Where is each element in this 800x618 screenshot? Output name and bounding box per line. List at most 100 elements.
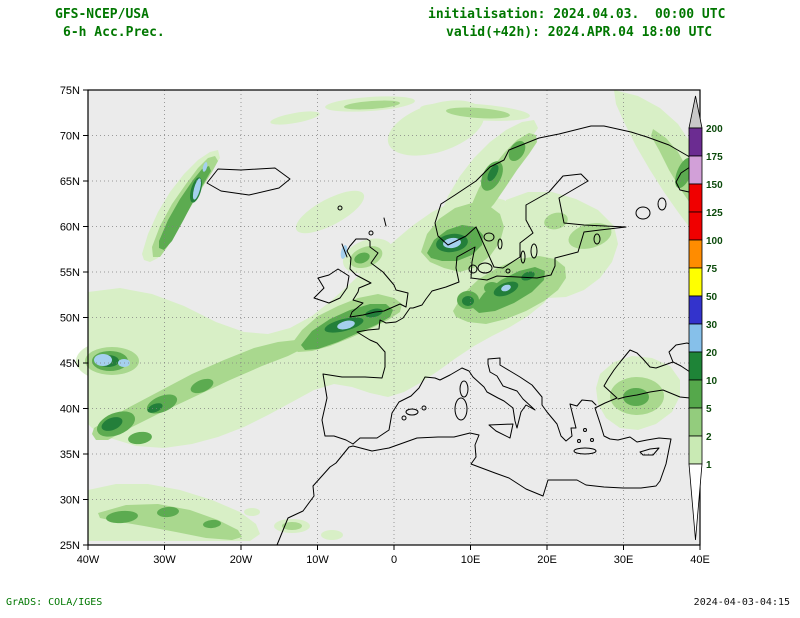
island-sicily (488, 423, 514, 439)
lon-tick-label: 20E (537, 554, 557, 566)
product-title: 6-h Acc.Prec. (63, 25, 165, 40)
precip-region (101, 417, 123, 431)
colorbar-label: 20 (706, 348, 718, 359)
precip-region (244, 508, 260, 516)
coastline-britain (346, 238, 409, 318)
aegean-island (577, 439, 581, 443)
lon-tick-label: 10W (306, 554, 329, 566)
colorbar-label: 150 (706, 180, 723, 191)
colorbar-label: 125 (706, 208, 723, 219)
precip-field (76, 90, 700, 541)
lon-tick-label: 20W (230, 554, 253, 566)
lon-tick-label: 40W (77, 554, 100, 566)
precip-region (282, 522, 302, 530)
lat-tick-label: 60N (60, 222, 80, 234)
coastline-africa-levant (276, 349, 701, 546)
island-shetland (383, 217, 387, 227)
creation-timestamp: 2024-04-03-04:15 (693, 597, 790, 608)
lon-tick-label: 0 (391, 554, 397, 566)
colorbar-segment (688, 155, 703, 185)
island-crete (573, 447, 597, 455)
axis-labels: 75N 70N 65N 60N 55N 50N 45N 40N 35N 30N 25N 40W 30W 2… (60, 85, 710, 566)
colorbar-label: 50 (706, 292, 718, 303)
precip-region (487, 164, 499, 182)
lon-tick-label: 40E (690, 554, 710, 566)
lat-tick-label: 30N (60, 495, 80, 507)
colorbar-label: 2 (706, 432, 712, 443)
lake-vattern (497, 238, 503, 250)
precip-region (106, 510, 138, 524)
lake-vanern (483, 232, 495, 242)
lake-peipus (593, 233, 601, 245)
colorbar-segment (688, 351, 703, 381)
island-menorca (421, 405, 427, 411)
colorbar-label: 200 (706, 124, 723, 135)
aegean-island (583, 428, 587, 432)
lat-tick-label: 70N (60, 131, 80, 143)
init-time-label: initialisation: 2024.04.03. 00:00 UTC (428, 7, 726, 22)
coastline-iceland (206, 167, 291, 196)
island-oland (520, 250, 526, 264)
aegean-island (590, 438, 594, 442)
island-gotland (530, 243, 538, 259)
colorbar-segment (688, 239, 703, 269)
precip-region (295, 190, 365, 234)
lon-tick-label: 10E (461, 554, 481, 566)
colorbar: 200 175 150 125 100 75 50 30 20 10 5 2 1 (688, 95, 723, 541)
colorbar-segment (688, 435, 703, 465)
lat-tick-label: 65N (60, 176, 80, 188)
precip-region (521, 271, 535, 281)
island-orkney (368, 230, 374, 236)
colorbar-segment (688, 379, 703, 409)
precip-region (614, 90, 700, 240)
precip-region (344, 100, 400, 110)
precip-region (190, 378, 214, 394)
precip-region (501, 284, 511, 292)
coastlines (206, 125, 701, 546)
island-corsica (459, 380, 469, 398)
lat-tick-label: 50N (60, 313, 80, 325)
precip-region (446, 107, 510, 119)
lat-tick-label: 75N (60, 85, 80, 97)
colorbar-segment (688, 183, 703, 213)
grads-credit: GrADS: COLA/IGES (6, 597, 103, 608)
lat-tick-label: 45N (60, 358, 80, 370)
colorbar-segment (688, 267, 703, 297)
lon-tick-label: 30E (614, 554, 634, 566)
precip-region (675, 157, 693, 189)
coastline-mediterranean-north (352, 367, 463, 445)
precip-region (365, 308, 383, 318)
lat-tick-label: 25N (60, 540, 80, 552)
coastline-italy-balkans-greece (461, 357, 597, 442)
precip-region (270, 111, 320, 125)
colorbar-segment (688, 211, 703, 241)
colorbar-segment (688, 127, 703, 157)
coastline-iberia-france-scandinavia (321, 125, 701, 445)
island-bornholm (505, 268, 511, 274)
colorbar-label: 5 (706, 404, 712, 415)
lat-tick-label: 35N (60, 449, 80, 461)
precip-region (321, 530, 343, 540)
precip-region (128, 431, 152, 445)
island-zealand (477, 262, 493, 274)
colorbar-segment (688, 407, 703, 437)
island-faroe (337, 205, 343, 211)
precip-region (340, 245, 348, 259)
precip-region (508, 140, 526, 162)
lake-onega (657, 197, 667, 211)
lat-tick-label: 55N (60, 267, 80, 279)
island-mallorca (405, 408, 419, 416)
colorbar-label: 1 (706, 460, 712, 471)
precip-region (337, 320, 355, 330)
colorbar-label: 175 (706, 152, 723, 163)
island-cyprus (639, 447, 660, 456)
lon-tick-label: 30W (153, 554, 176, 566)
island-hebrides (341, 243, 348, 258)
precip-region (354, 252, 370, 264)
coastline-turkey-north (617, 389, 701, 400)
precip-region (462, 296, 474, 306)
colorbar-segment (688, 323, 703, 353)
island-fyn (468, 264, 478, 274)
colorbar-label: 10 (706, 376, 718, 387)
